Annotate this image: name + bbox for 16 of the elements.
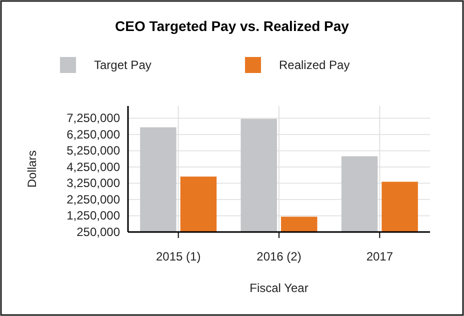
x-tick-label: 2016 (2) — [256, 250, 302, 264]
x-tick-label: 2017 — [366, 250, 394, 264]
y-tick-label: 3,250,000 — [66, 176, 120, 190]
legend-label: Realized Pay — [279, 58, 350, 72]
y-tick-label: 250,000 — [76, 224, 120, 239]
y-tick-label: 6,250,000 — [66, 127, 120, 142]
y-tick-label: 2,250,000 — [66, 192, 120, 206]
y-tick-label: 5,250,000 — [66, 144, 120, 158]
x-tick-label: 2015 (1) — [156, 250, 201, 264]
x-axis-title: Fiscal Year — [250, 281, 308, 295]
y-tick-label: 4,250,000 — [66, 160, 120, 174]
y-axis-title: Dollars — [25, 150, 39, 188]
chart-title: CEO Targeted Pay vs. Realized Pay — [115, 18, 350, 34]
y-tick-label: 1,250,000 — [66, 208, 120, 223]
y-tick-label: 7,250,000 — [66, 111, 120, 126]
legend-label: Target Pay — [94, 58, 152, 72]
